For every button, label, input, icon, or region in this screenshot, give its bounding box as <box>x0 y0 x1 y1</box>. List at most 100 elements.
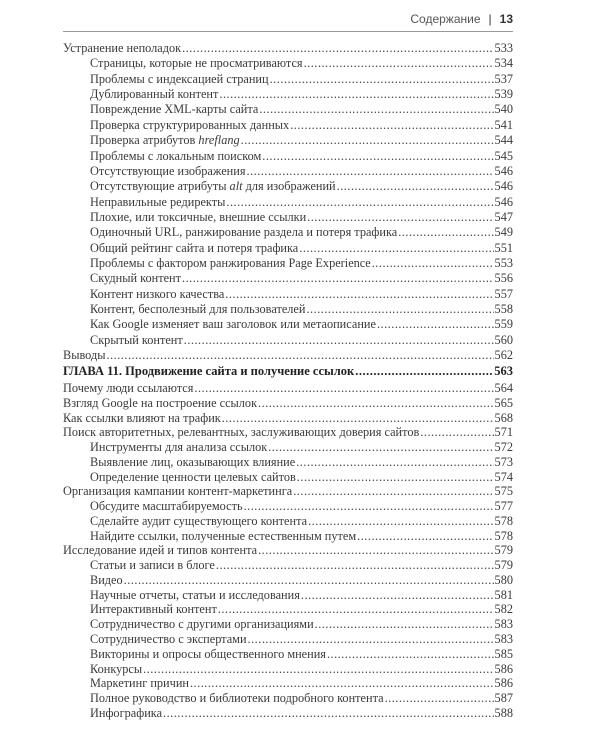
toc-entry[interactable]: Отсутствующие изображения 546 <box>63 164 513 179</box>
toc-entry[interactable]: Общий рейтинг сайта и потеря трафика 551 <box>63 241 513 256</box>
toc-entry[interactable]: Проблемы с индексацией страниц 537 <box>63 72 513 87</box>
toc-entry[interactable]: Скудный контент 556 <box>63 271 513 286</box>
title-text: Почему люди ссылаются <box>63 381 194 395</box>
title-text: Выводы <box>63 348 106 363</box>
toc-entry[interactable]: Плохие, или токсичные, внешние ссылки 547 <box>63 210 513 225</box>
toc-entry[interactable]: Сотрудничество с экспертами 583 <box>63 632 513 647</box>
header-separator: | <box>488 12 492 26</box>
title-text: Одиночный URL, ранжирование раздела и по… <box>90 225 398 240</box>
toc-entry[interactable]: Взгляд Google на построение ссылок 565 <box>63 396 513 411</box>
leader-dots <box>304 56 494 71</box>
toc-entry-title: ГЛАВА 11. Продвижение сайта и получение … <box>63 364 355 378</box>
toc-entry[interactable]: Почему люди ссылаются 564 <box>63 381 513 396</box>
toc-entry-page: 539 <box>494 87 513 102</box>
toc-entry[interactable]: Контент, бесполезный для пользователей 55… <box>63 302 513 317</box>
toc-entry[interactable]: Контент низкого качества 557 <box>63 287 513 302</box>
toc-entry[interactable]: Проблемы с фактором ранжирования Page Ex… <box>63 256 513 271</box>
leader-dots <box>262 149 493 164</box>
toc-entry-title: Проблемы с индексацией страниц <box>90 72 269 87</box>
toc-entry[interactable]: Выводы 562 <box>63 348 513 363</box>
toc-entry-page: 558 <box>494 302 513 317</box>
toc-chapter-heading: ГЛАВА 11. Продвижение сайта и получение … <box>63 363 513 379</box>
leader-dots <box>182 41 493 56</box>
toc-entry-title: Дублированный контент <box>90 87 218 102</box>
toc-entry-page: 544 <box>494 133 513 148</box>
toc-entry-page: 551 <box>494 240 513 255</box>
toc-entry[interactable]: Дублированный контент 539 <box>63 87 513 102</box>
title-text: Интерактивный контент <box>90 602 217 617</box>
title-text: Исследование идей и типов контента <box>63 543 258 558</box>
toc-entry-title: Страницы, которые не просматриваются <box>90 56 303 71</box>
toc-entry-title: Повреждение XML-карты сайта <box>90 102 258 117</box>
toc-entry-page: 574 <box>494 469 513 484</box>
toc-entry[interactable]: Проверка атрибутов hreflang 544 <box>63 133 513 148</box>
toc-entry[interactable]: Сделайте аудит существующего контента 578 <box>63 514 513 529</box>
toc-entry[interactable]: Поиск авторитетных, релевантных, заслужи… <box>63 425 513 440</box>
toc-entry-page: 585 <box>494 646 513 661</box>
title-text: Проблемы с локальным поиском <box>90 148 262 163</box>
toc-entry[interactable]: Научные отчеты, статьи и исследования 581 <box>63 588 513 603</box>
title-text: Взгляд Google на построение ссылок <box>63 395 258 410</box>
toc-entry[interactable]: Неправильные редиректы 546 <box>63 195 513 210</box>
leader-dots <box>218 602 494 617</box>
leader-dots <box>226 195 493 210</box>
running-header: Содержание | 13 <box>63 12 513 32</box>
toc-entry[interactable]: Полное руководство и библиотеки подробно… <box>63 691 513 706</box>
toc-entry[interactable]: Повреждение XML-карты сайта 540 <box>63 102 513 117</box>
leader-dots <box>420 425 493 440</box>
toc-entry[interactable]: Скрытый контент 560 <box>63 333 513 348</box>
toc-entry-page: 579 <box>494 543 513 558</box>
leader-dots <box>377 317 494 332</box>
title-text: Дублированный контент <box>90 87 219 102</box>
toc-entry[interactable]: Как ссылки влияют на трафик 568 <box>63 411 513 426</box>
toc-entry-page: 553 <box>494 256 513 271</box>
leader-dots <box>124 573 494 588</box>
title-text: Общий рейтинг сайта и потеря трафика <box>90 240 299 255</box>
title-text: Контент, бесполезный для пользователей <box>90 302 306 317</box>
toc-entry[interactable]: Инструменты для анализа ссылок 572 <box>63 440 513 455</box>
title-text-suffix: для изображений <box>242 179 336 194</box>
toc-entry[interactable]: Проверка структурированных данных 541 <box>63 118 513 133</box>
toc-entry[interactable]: Как Google изменяет ваш заголовок или ме… <box>63 317 513 332</box>
toc-entry[interactable]: Видео 580 <box>63 573 513 588</box>
toc-entry[interactable]: Проблемы с локальным поиском 545 <box>63 149 513 164</box>
leader-dots <box>299 241 493 256</box>
toc-entry[interactable]: Одиночный URL, ранжирование раздела и по… <box>63 225 513 240</box>
leader-dots <box>222 411 494 426</box>
toc-entry[interactable]: Обсудите масштабируемость 577 <box>63 499 513 514</box>
leader-dots <box>182 271 494 286</box>
toc-entry-title: Общий рейтинг сайта и потеря трафика <box>90 241 298 256</box>
toc-entry[interactable]: Страницы, которые не просматриваются 534 <box>63 56 513 71</box>
leader-dots <box>398 225 493 240</box>
toc-entry[interactable]: Отсутствующие атрибуты alt для изображен… <box>63 179 513 194</box>
toc-entry[interactable]: Инфографика 588 <box>63 706 513 721</box>
title-text: Плохие, или токсичные, внешние ссылки <box>90 209 307 224</box>
toc-entry[interactable]: Организация кампании контент-маркетинга 5… <box>63 484 513 499</box>
toc-entry-chapter-11[interactable]: ГЛАВА 11. Продвижение сайта и получение … <box>63 363 513 379</box>
toc-entry-title: Сотрудничество с другими организациями <box>90 617 314 632</box>
toc-entry-title: Поиск авторитетных, релевантных, заслужи… <box>63 425 419 440</box>
toc-entry-title: Скудный контент <box>90 271 181 286</box>
toc-entry[interactable]: Интерактивный контент 582 <box>63 602 513 617</box>
toc-entry[interactable]: Определение ценности целевых сайтов 574 <box>63 470 513 485</box>
toc-entry[interactable]: Сотрудничество с другими организациями 58… <box>63 617 513 632</box>
toc-entry-title: Как Google изменяет ваш заголовок или ме… <box>90 317 376 332</box>
leader-dots <box>355 363 493 379</box>
toc-entry-page: 560 <box>494 332 513 347</box>
toc-entry[interactable]: Найдите ссылки, полученные естественным … <box>63 529 513 544</box>
toc-entry[interactable]: Устранение неполадок 533 <box>63 41 513 56</box>
toc-entry-page: 562 <box>494 348 513 363</box>
toc-entry-page: 546 <box>494 194 513 209</box>
toc-entry[interactable]: Статьи и записи в блоге 579 <box>63 558 513 573</box>
toc-entry[interactable]: Исследование идей и типов контента 579 <box>63 543 513 558</box>
leader-dots <box>306 302 493 317</box>
toc-entry-title: Выявление лиц, оказывающих влияние <box>90 455 295 470</box>
leader-dots <box>258 396 494 411</box>
toc-entry[interactable]: Выявление лиц, оказывающих влияние 573 <box>63 455 513 470</box>
toc-entry[interactable]: Маркетинг причин 586 <box>63 676 513 691</box>
toc-entry-title: Сделайте аудит существующего контента <box>90 514 307 529</box>
toc-entry[interactable]: Конкурсы 586 <box>63 662 513 677</box>
toc-entry[interactable]: Викторины и опросы общественного мнения 5… <box>63 647 513 662</box>
leader-dots <box>107 348 494 363</box>
toc-entry-page: 588 <box>494 705 513 720</box>
